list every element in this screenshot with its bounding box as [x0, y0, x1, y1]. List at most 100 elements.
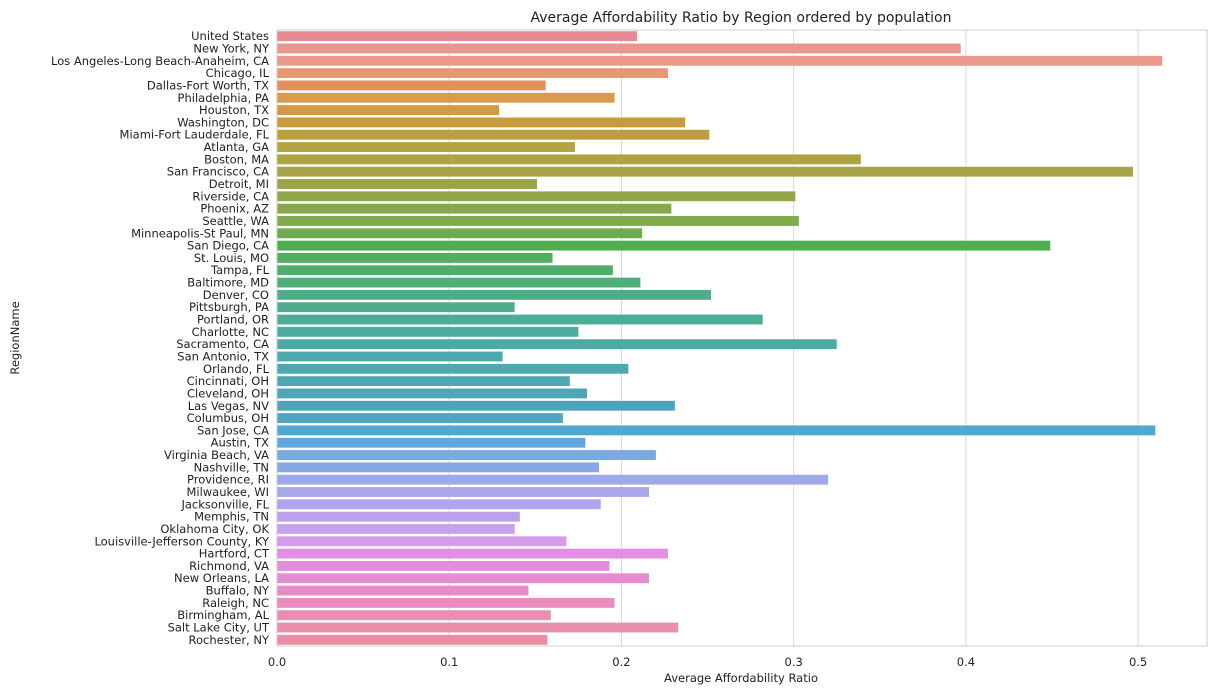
y-tick-label: United States	[191, 29, 269, 43]
y-tick-label: Milwaukee, WI	[186, 485, 269, 499]
bar	[277, 597, 615, 608]
y-tick-label: Rochester, NY	[189, 633, 270, 647]
bar	[277, 487, 649, 497]
bar	[277, 351, 503, 362]
bar	[277, 573, 649, 584]
y-tick-label: Seattle, WA	[202, 214, 269, 228]
bar	[277, 363, 629, 374]
bar	[277, 413, 563, 424]
bar	[277, 462, 600, 473]
y-tick-label: Dallas-Fort Worth, TX	[147, 78, 269, 92]
plot-frame	[276, 29, 1208, 647]
y-tick-label: Atlanta, GA	[204, 140, 269, 154]
y-tick-label: Riverside, CA	[192, 189, 269, 203]
y-tick-label: Birmingham, AL	[177, 608, 269, 622]
bar	[277, 191, 796, 202]
y-tick-label: Memphis, TN	[194, 510, 269, 524]
bar	[277, 240, 1051, 251]
bar	[277, 129, 710, 140]
x-tick-labels: 0.0 0.1 0.2 0.3 0.4 0.5	[268, 655, 1147, 669]
y-tick-label: Miami-Fort Lauderdale, FL	[120, 128, 270, 142]
bar	[277, 400, 675, 411]
y-tick-label: San Francisco, CA	[167, 165, 269, 179]
bar	[277, 203, 672, 214]
bar	[277, 634, 548, 645]
y-tick-label: New York, NY	[193, 41, 270, 55]
y-tick-label: Baltimore, MD	[187, 276, 269, 290]
bar	[277, 302, 515, 313]
y-tick-label: Chicago, IL	[206, 66, 270, 80]
bar	[277, 622, 679, 633]
y-tick-label: Portland, OR	[197, 313, 269, 327]
bar	[277, 117, 686, 128]
y-tick-label: Minneapolis-St Paul, MN	[131, 226, 269, 240]
y-tick-label: Boston, MA	[204, 152, 269, 166]
y-tick-label: San Antonio, TX	[177, 349, 269, 363]
y-tick-label: Raleigh, NC	[202, 596, 269, 610]
y-tick-label: Nashville, TN	[194, 460, 269, 474]
y-tick-label: New Orleans, LA	[174, 571, 269, 585]
y-axis-title: RegionName	[8, 301, 22, 374]
bar	[277, 326, 579, 337]
bar	[277, 548, 668, 559]
bar	[277, 511, 520, 522]
y-tick-label: Cleveland, OH	[187, 386, 269, 400]
bar	[277, 265, 613, 276]
y-tick-label: Salt Lake City, UT	[168, 621, 270, 635]
bar	[277, 105, 500, 116]
y-tick-label: St. Louis, MO	[194, 251, 269, 265]
chart-title: Average Affordability Ratio by Region or…	[531, 10, 952, 26]
y-tick-label: Louisville-Jefferson County, KY	[94, 534, 270, 548]
bar	[277, 43, 961, 54]
x-tick-label: 0.0	[268, 655, 286, 669]
y-tick-label: San Jose, CA	[197, 423, 269, 437]
y-tick-label: Austin, TX	[211, 436, 269, 450]
x-tick-label: 0.2	[612, 655, 630, 669]
bar	[277, 437, 586, 448]
y-tick-label: Sacramento, CA	[176, 337, 269, 351]
y-tick-label: Hartford, CT	[199, 547, 270, 561]
bar	[277, 536, 567, 547]
x-tick-label: 0.3	[785, 655, 803, 669]
y-tick-label: Denver, CO	[203, 288, 269, 302]
bar	[277, 68, 668, 79]
bar	[277, 339, 837, 350]
bars	[277, 31, 1163, 645]
x-tick-label: 0.1	[440, 655, 458, 669]
bar	[277, 560, 610, 571]
bar	[277, 499, 601, 510]
bar	[277, 289, 711, 300]
bar	[277, 92, 615, 103]
y-tick-label: Detroit, MI	[209, 177, 269, 191]
y-tick-label: Orlando, FL	[203, 362, 270, 376]
y-tick-label: Los Angeles-Long Beach-Anaheim, CA	[51, 54, 269, 68]
bar	[277, 474, 829, 485]
bar	[277, 179, 538, 189]
y-tick-label: Buffalo, NY	[206, 584, 270, 598]
x-axis-title: Average Affordability Ratio	[664, 671, 818, 685]
y-tick-label: Phoenix, AZ	[200, 202, 269, 216]
x-tick-label: 0.4	[957, 655, 975, 669]
bar	[277, 314, 763, 325]
y-tick-label: Las Vegas, NV	[188, 399, 269, 413]
bar	[277, 228, 643, 239]
bar	[277, 142, 575, 152]
bar	[277, 585, 529, 596]
y-tick-label: Tampa, FL	[210, 263, 270, 277]
bar	[277, 388, 587, 399]
x-tick-label: 0.5	[1129, 655, 1147, 669]
y-tick-label: Columbus, OH	[187, 411, 269, 425]
y-tick-label: San Diego, CA	[187, 239, 269, 253]
y-tick-label: Providence, RI	[187, 473, 269, 487]
bar	[277, 216, 799, 226]
bar	[277, 80, 546, 91]
y-tick-label: Cincinnati, OH	[187, 374, 269, 388]
bar	[277, 524, 515, 534]
bar	[277, 55, 1163, 66]
bar	[277, 31, 637, 42]
y-tick-label: Philadelphia, PA	[178, 91, 270, 105]
y-tick-label: Houston, TX	[199, 103, 269, 117]
bar	[277, 252, 553, 263]
